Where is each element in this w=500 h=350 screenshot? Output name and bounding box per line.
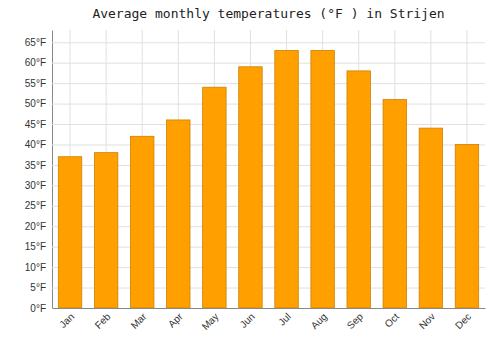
y-tick-label: 15°F xyxy=(25,241,46,252)
x-tick-label: May xyxy=(200,311,221,332)
y-tick-label: 40°F xyxy=(25,139,46,150)
y-tick-label: 55°F xyxy=(25,78,46,89)
y-grid-line xyxy=(52,104,485,105)
bar xyxy=(347,71,370,308)
y-grid-line xyxy=(52,308,485,309)
x-tick-label: Mar xyxy=(129,310,149,330)
x-axis: Jan Feb Mar Apr May Jun Jul Aug Sep Oct Nov Dec xyxy=(53,30,486,332)
bar xyxy=(311,50,334,308)
bar xyxy=(383,100,406,309)
x-tick-label: Apr xyxy=(166,310,185,329)
title: Average monthly temperatures (°F ) in St… xyxy=(92,6,444,21)
x-tick-label: Nov xyxy=(417,311,437,331)
y-axis-line xyxy=(52,31,53,309)
bar xyxy=(130,136,153,308)
y-tick-label: 35°F xyxy=(25,160,46,171)
y-tick-label: 60°F xyxy=(25,57,46,68)
bar xyxy=(275,50,298,308)
y-tick-label: 0°F xyxy=(30,303,46,314)
chart: 0°F 5°F 10°F 15°F 20°F 25°F 30°F 35°F 40°F 45°F 50… xyxy=(0,0,500,350)
y-tick-label: 65°F xyxy=(25,37,46,48)
x-tick-label: Sep xyxy=(345,311,366,332)
y-tick-label: 50°F xyxy=(25,98,46,109)
x-tick-label: Jan xyxy=(57,311,76,330)
bar xyxy=(419,128,442,308)
y-tick-label: 10°F xyxy=(25,262,46,273)
bar xyxy=(203,87,226,308)
x-axis-line xyxy=(53,308,486,309)
bar xyxy=(455,144,478,308)
x-tick-label: Feb xyxy=(93,311,113,331)
x-tick-label: Jul xyxy=(276,311,293,328)
y-axis: 0°F 5°F 10°F 15°F 20°F 25°F 30°F 35°F 40°F 45°F 50… xyxy=(25,31,485,314)
y-tick-label: 20°F xyxy=(25,221,46,232)
y-grid-line xyxy=(52,83,485,84)
x-tick-label: Aug xyxy=(309,311,329,331)
bars xyxy=(58,50,478,308)
plot: 0°F 5°F 10°F 15°F 20°F 25°F 30°F 35°F 40°F 45°F 50… xyxy=(25,30,486,332)
y-tick-label: 30°F xyxy=(25,180,46,191)
x-tick-label: Dec xyxy=(453,311,473,331)
bar xyxy=(58,157,81,308)
y-grid-line xyxy=(52,63,485,64)
y-grid-line xyxy=(52,124,485,125)
y-tick-label: 25°F xyxy=(25,200,46,211)
y-grid-line xyxy=(52,42,485,43)
bar xyxy=(239,67,262,308)
y-tick-label: 45°F xyxy=(25,119,46,130)
y-tick-label: 5°F xyxy=(30,282,46,293)
y-tick: 65°F xyxy=(25,37,485,48)
bar xyxy=(167,120,190,308)
x-tick-label: Jun xyxy=(238,311,257,330)
bar xyxy=(94,153,117,308)
x-tick-label: Oct xyxy=(382,311,401,330)
